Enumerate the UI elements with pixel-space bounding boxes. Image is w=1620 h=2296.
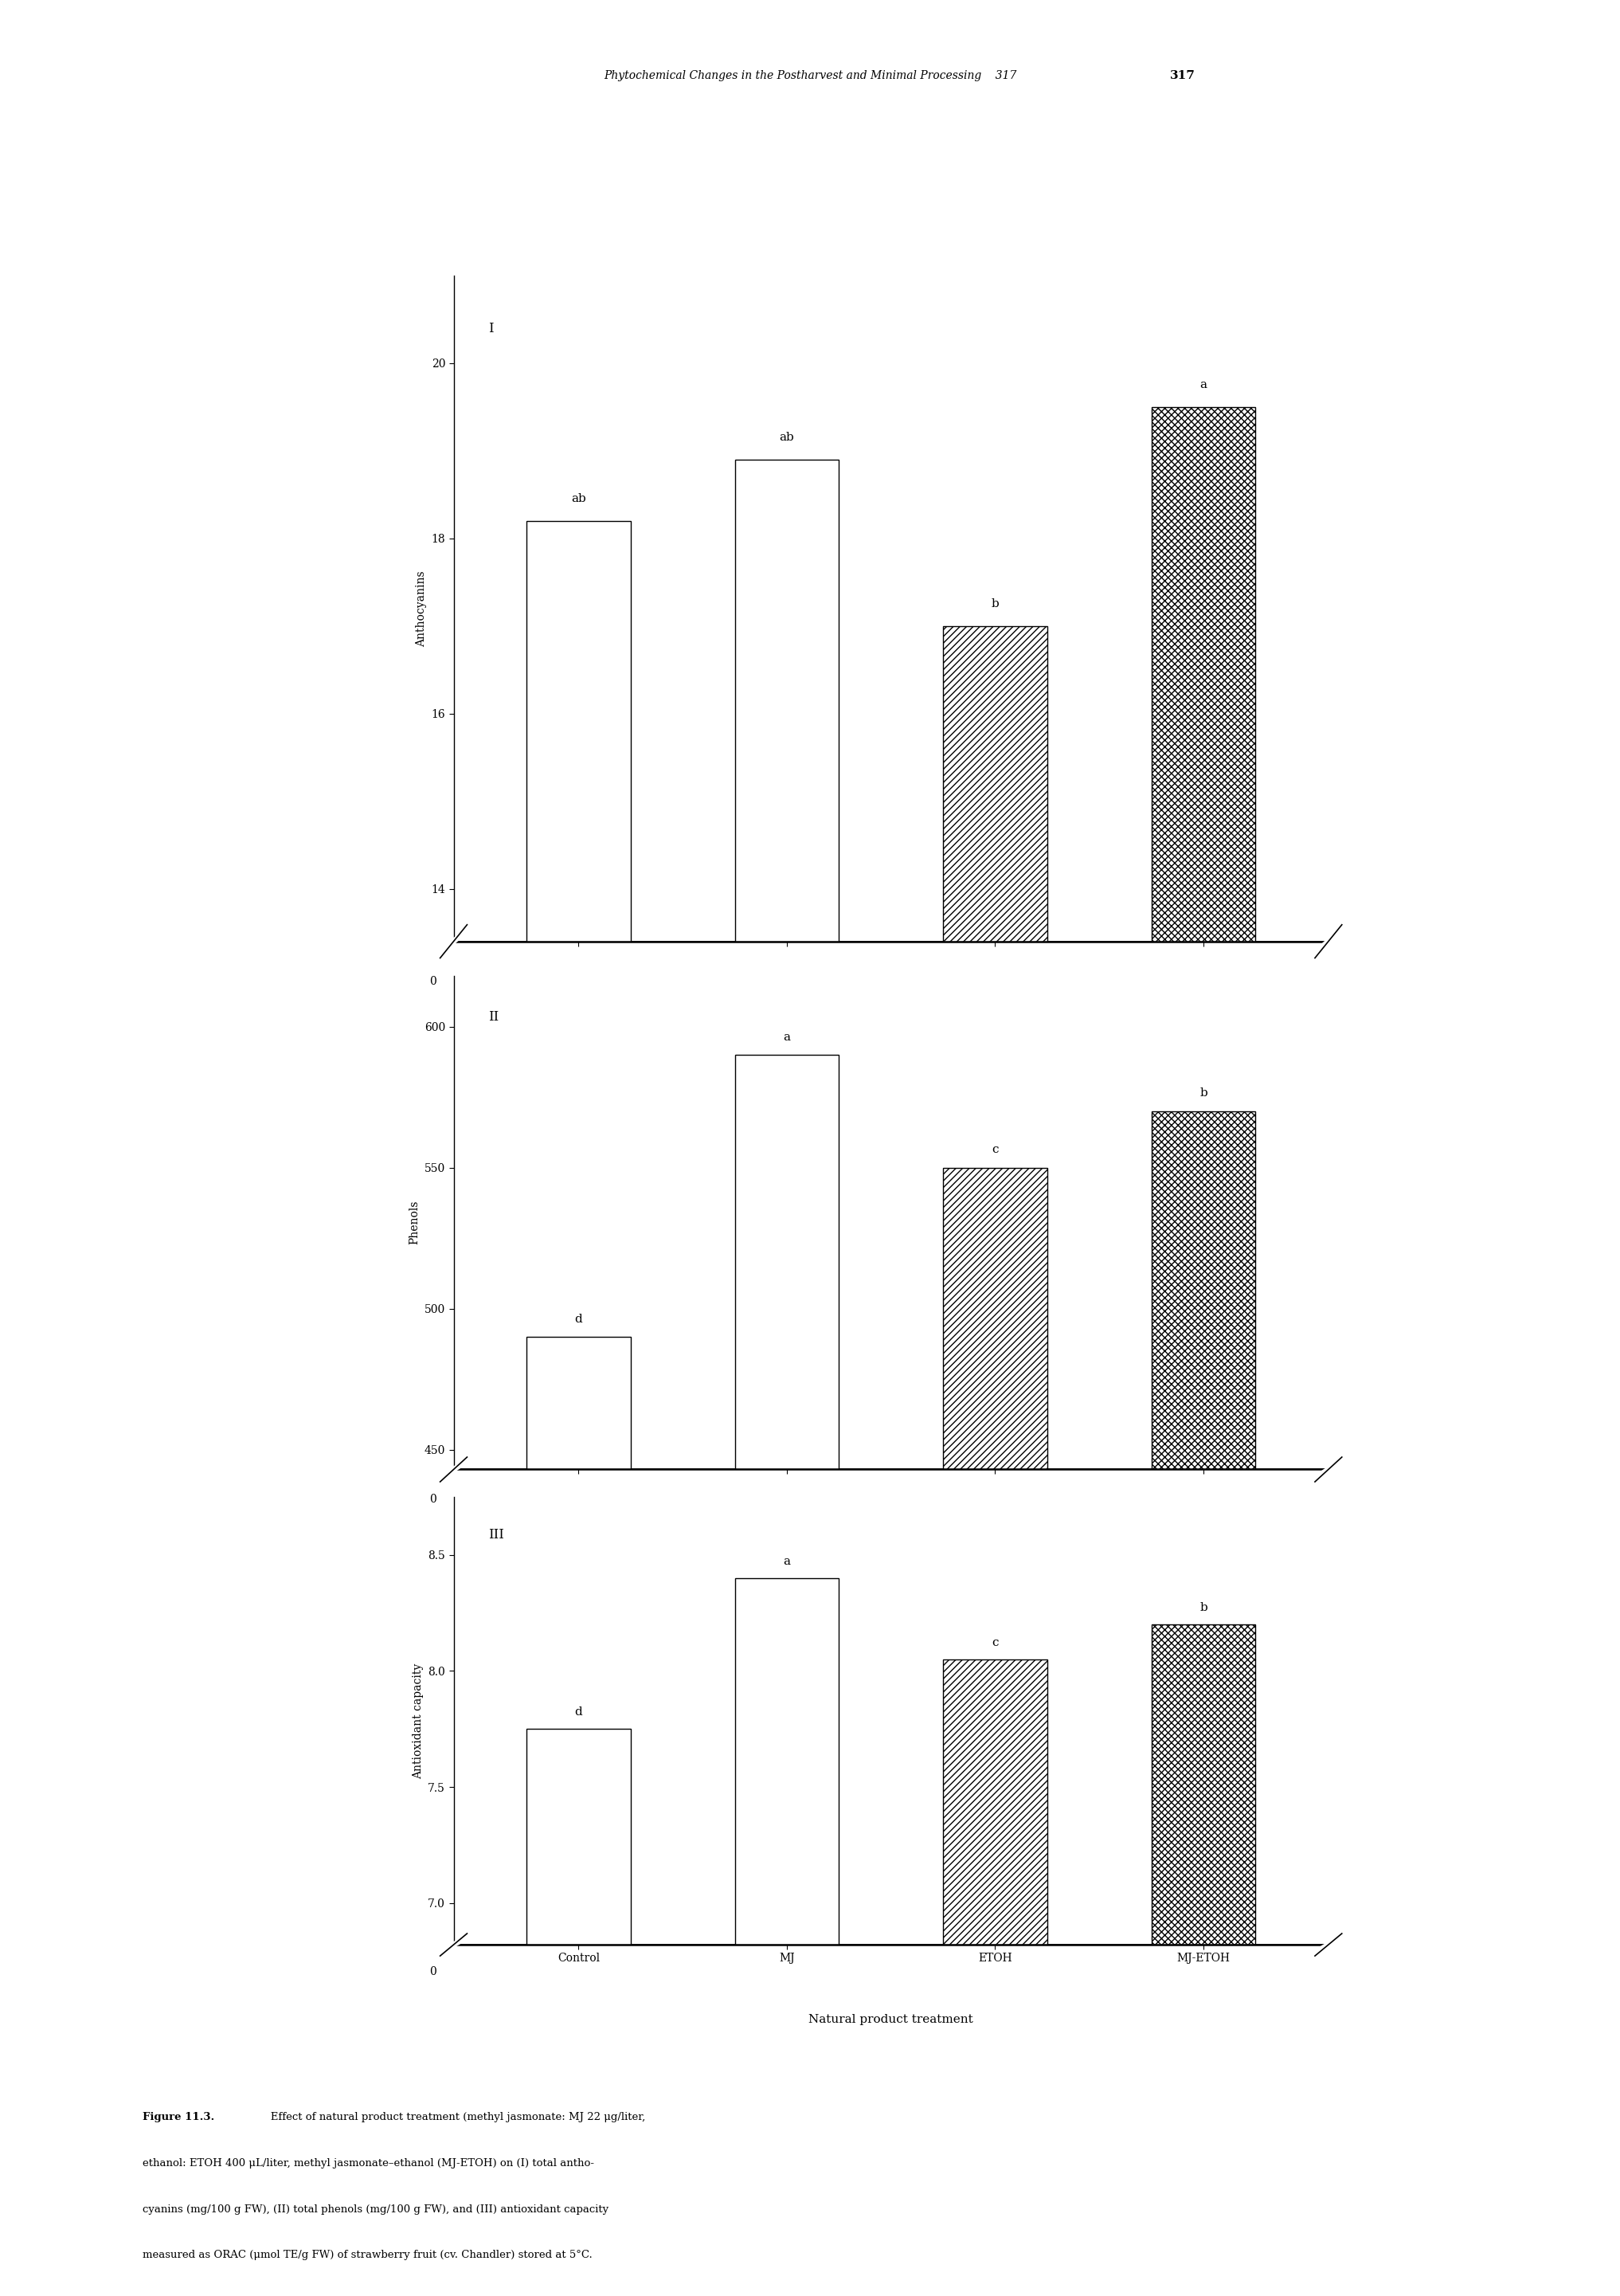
Bar	[943, 627, 1047, 941]
Bar	[527, 521, 630, 941]
Text: b: b	[1199, 1603, 1207, 1614]
Text: II: II	[489, 1010, 499, 1024]
Text: ethanol: ETOH 400 μL/liter, methyl jasmonate–ethanol (MJ-ETOH) on (I) total anth: ethanol: ETOH 400 μL/liter, methyl jasmo…	[143, 2158, 595, 2170]
Bar	[527, 1336, 630, 1469]
Text: 0: 0	[429, 1965, 436, 1977]
Text: d: d	[575, 1313, 583, 1325]
Text: Figure 11.3.: Figure 11.3.	[143, 2112, 214, 2124]
Bar	[1152, 1111, 1256, 1469]
Y-axis label: Phenols: Phenols	[408, 1201, 420, 1244]
Text: III: III	[489, 1529, 504, 1543]
Text: a: a	[784, 1557, 791, 1566]
Bar	[1152, 1626, 1256, 1945]
Text: c: c	[991, 1637, 998, 1649]
Bar	[735, 459, 839, 941]
Text: I: I	[489, 321, 494, 335]
Text: a: a	[1200, 379, 1207, 390]
Bar	[943, 1660, 1047, 1945]
Text: Natural product treatment: Natural product treatment	[808, 2014, 974, 2025]
Text: 317: 317	[1170, 71, 1196, 80]
Y-axis label: Anthocyanins: Anthocyanins	[416, 569, 426, 647]
Text: 0: 0	[429, 976, 436, 987]
Bar	[735, 1577, 839, 1945]
Text: b: b	[991, 599, 1000, 608]
Bar	[527, 1729, 630, 1945]
Text: Phytochemical Changes in the Postharvest and Minimal Processing    317: Phytochemical Changes in the Postharvest…	[604, 71, 1016, 80]
Text: ab: ab	[779, 432, 794, 443]
Bar	[735, 1054, 839, 1469]
Text: b: b	[1199, 1088, 1207, 1100]
Text: a: a	[784, 1031, 791, 1042]
Text: measured as ORAC (μmol TE/g FW) of strawberry fruit (cv. Chandler) stored at 5°C: measured as ORAC (μmol TE/g FW) of straw…	[143, 2250, 593, 2262]
Bar	[943, 1169, 1047, 1469]
Bar	[1152, 406, 1256, 941]
Text: ab: ab	[572, 494, 586, 505]
Text: c: c	[991, 1143, 998, 1155]
Text: cyanins (mg/100 g FW), (II) total phenols (mg/100 g FW), and (III) antioxidant c: cyanins (mg/100 g FW), (II) total phenol…	[143, 2204, 609, 2216]
Text: d: d	[575, 1706, 583, 1717]
Y-axis label: Antioxidant capacity: Antioxidant capacity	[413, 1662, 423, 1779]
Text: Effect of natural product treatment (methyl jasmonate: MJ 22 μg/liter,: Effect of natural product treatment (met…	[261, 2112, 646, 2124]
Text: 0: 0	[429, 1492, 436, 1504]
